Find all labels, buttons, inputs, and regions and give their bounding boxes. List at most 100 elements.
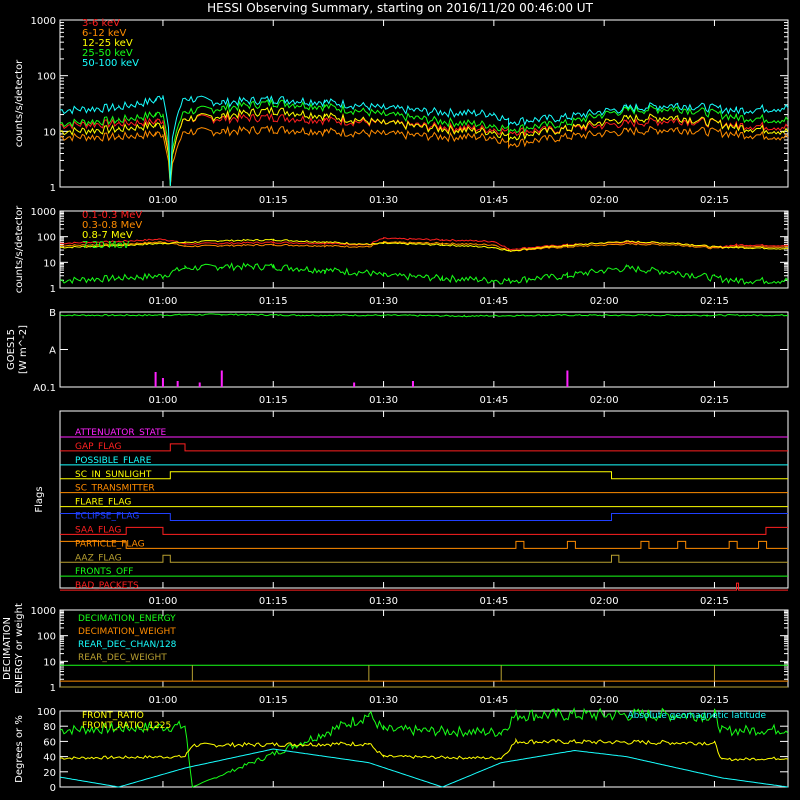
- panel1-series-2: [59, 106, 789, 186]
- panel4-xtick-label: 01:15: [259, 596, 288, 607]
- panel5-legend-2: REAR_DEC_CHAN/128: [78, 640, 177, 650]
- panel2-ytick-label: 1000: [31, 207, 56, 218]
- panel6-ylabel: Degrees or %: [14, 715, 25, 783]
- panel2-ytick-label: 10: [43, 258, 56, 269]
- panel1-legend-3: 25-50 keV: [82, 48, 133, 59]
- panel6-legend-1: FRONT_RATIO_1225: [82, 721, 171, 731]
- panel4-flag-line-9: [60, 554, 788, 563]
- panel4-xtick-label: 02:15: [700, 596, 729, 607]
- panel4-flag-label-7: SAA_FLAG: [75, 525, 121, 535]
- panel1-frame: [59, 19, 789, 188]
- panel6-series-1: [59, 737, 789, 762]
- panel3-xtick-label: 01:45: [479, 395, 508, 406]
- panel1-series-4: [59, 95, 789, 186]
- panel2-frame: [59, 210, 789, 289]
- panel3-ytick-label: A0.1: [33, 383, 56, 394]
- panel6-series-0: [59, 707, 789, 788]
- panel2-series-1: [59, 241, 789, 252]
- panel3-xtick-label: 01:00: [149, 395, 178, 406]
- panel1-legend-1: 6-12 keV: [82, 28, 126, 39]
- panel1-ytick-label: 100: [37, 72, 56, 83]
- panel5-xtick-label: 01:15: [259, 695, 288, 706]
- panel1-xtick-label: 02:15: [700, 195, 729, 206]
- panel3-xtick-label: 01:30: [369, 395, 398, 406]
- panel3-xtick-label: 02:15: [700, 395, 729, 406]
- panel5-ylabel: DECIMATION: [2, 617, 13, 680]
- figure-title: HESSI Observing Summary, starting on 201…: [207, 1, 593, 15]
- panel6-ytick-label: 0: [50, 783, 56, 794]
- panel3-flux-line: [59, 313, 789, 318]
- panel1-xtick-label: 01:00: [149, 195, 178, 206]
- panel4-xtick-label: 01:00: [149, 596, 178, 607]
- panel5-xtick-label: 02:15: [700, 695, 729, 706]
- panel5-xtick-label: 02:00: [590, 695, 619, 706]
- panel3-ylabel2: [W m^-2]: [18, 325, 29, 374]
- panel5-ytick-label: 100: [37, 632, 56, 643]
- panel2-xtick-label: 02:00: [590, 296, 619, 307]
- panel5-legend-1: DECIMATION_WEIGHT: [78, 627, 176, 637]
- panel2-legend-0: 0.1-0.3 MeV: [82, 210, 142, 221]
- panel2-legend-1: 0.3-0.8 MeV: [82, 220, 142, 231]
- panel1-ytick-label: 1: [50, 183, 56, 194]
- panel5-legend-0: DECIMATION_ENERGY: [78, 614, 176, 624]
- panel4-xtick-label: 01:30: [369, 596, 398, 607]
- panel2-xtick-label: 01:00: [149, 296, 178, 307]
- panel4-xtick-label: 02:00: [590, 596, 619, 607]
- panel4-flag-label-3: SC_IN_SUNLIGHT: [75, 470, 152, 480]
- panel6-series-2: [59, 748, 789, 788]
- panel2-legend-3: 7-20 MeV: [82, 240, 130, 251]
- panel5-ytick-label: 1000: [31, 606, 56, 617]
- panel1-legend-0: 3-6 keV: [82, 18, 120, 29]
- panel4-flag-label-6: ECLIPSE_FLAG: [75, 512, 139, 522]
- panel5-ytick-label: 1: [50, 683, 56, 694]
- panel3-ytick-label: B: [49, 308, 56, 319]
- panel2-ytick-label: 100: [37, 233, 56, 244]
- panel2-xtick-label: 02:15: [700, 296, 729, 307]
- panel6-ytick-label: 20: [43, 768, 56, 779]
- panel3-xtick-label: 02:00: [590, 395, 619, 406]
- panel1-xtick-label: 01:15: [259, 195, 288, 206]
- panel1-ylabel: counts/s/detector: [14, 59, 25, 147]
- panel2-series-3: [59, 262, 789, 286]
- panel1-xtick-label: 01:45: [479, 195, 508, 206]
- panel2-ylabel: counts/s/detector: [14, 205, 25, 293]
- panel1-legend-2: 12-25 keV: [82, 38, 133, 49]
- panel4-flag-label-10: FRONTS_OFF: [75, 567, 133, 577]
- panel4-flag-line-11: [60, 582, 788, 591]
- panel6-frame: [59, 710, 789, 788]
- panel4-flag-line-1: [60, 443, 788, 452]
- panel4-flag-line-8: [60, 540, 788, 549]
- panel6-ytick-label: 100: [37, 707, 56, 718]
- panel4-flag-label-9: AAZ_FLAG: [75, 553, 122, 563]
- panel5-xtick-label: 01:00: [149, 695, 178, 706]
- panel4-flag-label-8: PARTICLE_FLAG: [75, 539, 145, 549]
- panel4-flag-label-5: FLARE_FLAG: [75, 498, 131, 508]
- panel4-flag-label-1: GAP_FLAG: [75, 442, 121, 452]
- panel5-xtick-label: 01:45: [479, 695, 508, 706]
- panel5-xtick-label: 01:30: [369, 695, 398, 706]
- panel4-flag-line-7: [60, 526, 788, 535]
- panel1-ytick-label: 10: [43, 127, 56, 138]
- panel1-xtick-label: 01:30: [369, 195, 398, 206]
- panel5-legend-3: REAR_DEC_WEIGHT: [78, 653, 167, 663]
- panel1-ytick-label: 1000: [31, 16, 56, 27]
- panel2-xtick-label: 01:30: [369, 296, 398, 307]
- panel3-ylabel: GOES15: [6, 329, 17, 370]
- panel5-ylabel2: ENERGY or weight: [14, 603, 25, 694]
- panel4-xtick-label: 01:45: [479, 596, 508, 607]
- panel5-ytick-label: 10: [43, 657, 56, 668]
- panel3-ytick-label: A: [49, 346, 56, 357]
- panel4-flag-label-4: SC_TRANSMITTER: [75, 484, 155, 494]
- panel4-ylabel: Flags: [34, 486, 45, 512]
- panel1-series-1: [59, 125, 789, 186]
- panel1-legend-4: 50-100 keV: [82, 58, 139, 69]
- panel2-legend-2: 0.8-7 MeV: [82, 230, 133, 241]
- panel2-series-2: [59, 238, 789, 252]
- panel1-series-3: [59, 98, 789, 186]
- panel6-ytick-label: 60: [43, 737, 56, 748]
- panel1-xtick-label: 02:00: [590, 195, 619, 206]
- panel2-xtick-label: 01:15: [259, 296, 288, 307]
- panel4-flag-label-11: BAD_PACKETS: [75, 581, 139, 591]
